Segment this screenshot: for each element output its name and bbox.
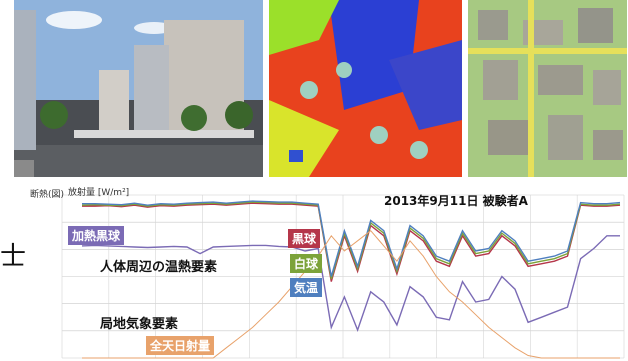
chart-title: 2013年9月11日 被験者A xyxy=(384,194,528,208)
y-axis-label: 放射量 [W/m²] xyxy=(68,188,130,198)
legend-solar-radiation: 全天日射量 xyxy=(146,336,215,355)
chart-series-lines xyxy=(81,200,621,359)
annotation-local-group: 局地気象要素 xyxy=(100,317,179,332)
series-line-4 xyxy=(82,230,620,359)
series-line-2 xyxy=(81,201,621,280)
thermal-aerial-map xyxy=(468,0,627,177)
annotation-heat-group: 人体周辺の温熱要素 xyxy=(100,260,218,275)
legend-black-globe: 黒球 xyxy=(288,229,321,248)
series-line-0 xyxy=(81,235,620,333)
thermal-render-closeup xyxy=(269,0,462,177)
chart-grid xyxy=(61,194,625,359)
street-photo xyxy=(14,0,263,177)
side-character: 士 xyxy=(0,242,27,272)
legend-heated-globe: 加熱黒球 xyxy=(68,226,125,245)
series-line-3 xyxy=(82,200,621,277)
legend-air-temp: 気温 xyxy=(290,278,323,297)
left-axis-tag: 断熱(図) xyxy=(30,190,65,200)
series-line-1 xyxy=(82,202,621,282)
legend-white-globe: 白球 xyxy=(290,254,323,273)
